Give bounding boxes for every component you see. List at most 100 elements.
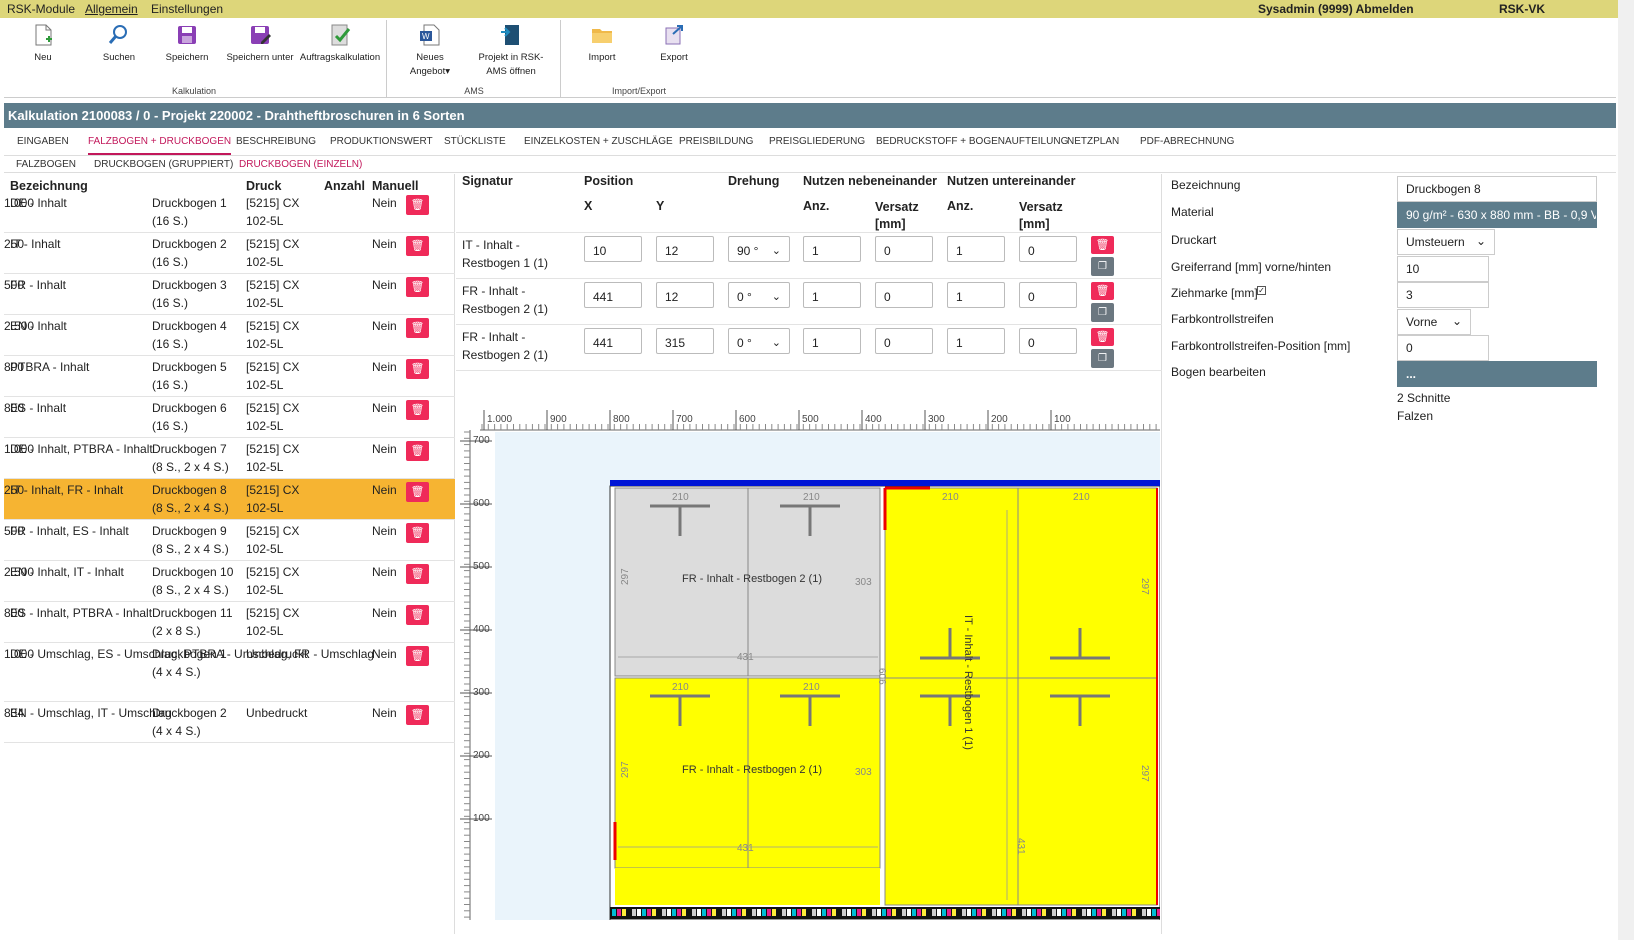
menu-rsk-module[interactable]: RSK-Module (7, 2, 76, 16)
table-row[interactable]: ES - Inhalt, PTBRA - Inhalt Druckbogen 11… (4, 602, 455, 643)
trash-icon[interactable]: 🗑 (406, 236, 429, 256)
tab-beschreibung[interactable]: BESCHREIBUNG (236, 136, 317, 147)
table-row[interactable]: EN - Inhalt, IT - Inhalt Druckbogen 10 (8 … (4, 561, 455, 602)
trash-icon[interactable]: 🗑 (1091, 328, 1114, 346)
tab-pdf-abrechnung[interactable]: PDF-ABRECHNUNG (1140, 136, 1235, 147)
row-bezeichnung: ES - Inhalt (10, 401, 67, 415)
tab-preisbildung[interactable]: PREISBILDUNG (679, 136, 754, 147)
table-row[interactable]: DE - Inhalt, PTBRA - Inhalt Druckbogen 7 (… (4, 438, 455, 479)
ziehmarke-checkbox[interactable]: ✓ (1257, 286, 1266, 295)
chevron-down-icon: ⌄ (771, 245, 781, 257)
scrollbar[interactable] (1618, 0, 1634, 940)
trash-icon[interactable]: 🗑 (406, 523, 429, 543)
tab-netzplan[interactable]: NETZPLAN (1067, 136, 1120, 147)
table-row[interactable]: IT - Inhalt, FR - Inhalt Druckbogen 8 (8 S… (4, 479, 455, 520)
nutzen-unter-anz-input[interactable]: 1 (947, 282, 1005, 308)
nutzen-neben-versatz-input[interactable]: 0 (875, 282, 933, 308)
farbkontrollstreifen-position-input[interactable]: 0 (1397, 335, 1489, 361)
trash-icon[interactable]: 🗑 (406, 318, 429, 338)
bogen-layout-canvas[interactable]: 1.000 900 800 700 600 500 400 300 200 100 700 600 5… (460, 410, 1160, 920)
trash-icon[interactable]: 🗑 (406, 482, 429, 502)
table-row[interactable]: ES - Inhalt Druckbogen 6 (16 S.) [5215] CX 1… (4, 397, 455, 438)
trash-icon[interactable]: 🗑 (406, 359, 429, 379)
subtab-druckbogen-einzeln[interactable]: DRUCKBOGEN (EINZELN) (239, 159, 363, 170)
nutzen-neben-anz-input[interactable]: 1 (803, 236, 861, 262)
nutzen-unter-anz-input[interactable]: 1 (947, 236, 1005, 262)
neues-angebot-button[interactable]: W Neues Angebot▾ (404, 22, 456, 79)
trash-icon[interactable]: 🗑 (406, 400, 429, 420)
table-row[interactable]: DE - Umschlag, ES - Umschlag, PTBRA - Um… (4, 643, 455, 702)
trash-icon[interactable]: 🗑 (406, 441, 429, 461)
nutzen-unter-versatz-input[interactable]: 0 (1019, 282, 1077, 308)
druckart-select[interactable]: Umsteuern ⌄ (1397, 229, 1495, 255)
bezeichnung-input[interactable]: Druckbogen 8 (1397, 176, 1597, 202)
tab-einzelkosten[interactable]: EINZELKOSTEN + ZUSCHLÄGE (524, 136, 673, 147)
trash-icon[interactable]: 🗑 (406, 564, 429, 584)
neu-button[interactable]: Neu (26, 22, 60, 65)
pos-x-input[interactable]: 10 (584, 236, 642, 262)
nutzen-unter-anz-input[interactable]: 1 (947, 328, 1005, 354)
tab-eingaben[interactable]: EINGABEN (17, 136, 69, 147)
drehung-select[interactable]: 90 ° ⌄ (728, 236, 790, 262)
copy-icon[interactable]: ❐ (1091, 257, 1114, 276)
trash-icon[interactable]: 🗑 (406, 705, 429, 725)
nutzen-unter-versatz-input[interactable]: 0 (1019, 236, 1077, 262)
trash-icon[interactable]: 🗑 (1091, 236, 1114, 254)
pos-y-input[interactable]: 315 (656, 328, 714, 354)
menu-einstellungen[interactable]: Einstellungen (151, 2, 224, 16)
suchen-button[interactable]: Suchen (94, 22, 144, 65)
tab-bedruckstoff[interactable]: BEDRUCKSTOFF + BOGENAUFTEILUNG (876, 136, 1069, 147)
copy-icon[interactable]: ❐ (1091, 349, 1114, 368)
tab-preisgliederung[interactable]: PREISGLIEDERUNG (769, 136, 866, 147)
pos-x-input[interactable]: 441 (584, 282, 642, 308)
bogen-bearbeiten-button[interactable]: ... (1397, 361, 1597, 387)
tab-produktionswert[interactable]: PRODUKTIONSWERT (330, 136, 433, 147)
nutzen-neben-versatz-input[interactable]: 0 (875, 236, 933, 262)
speichern-button[interactable]: Speichern (160, 22, 214, 65)
trash-icon[interactable]: 🗑 (1091, 282, 1114, 300)
menu-allgemein[interactable]: Allgemein (85, 2, 138, 16)
nutzen-neben-versatz-input[interactable]: 0 (875, 328, 933, 354)
row-bezeichnung: EN - Inhalt, IT - Inhalt (10, 565, 124, 579)
trash-icon[interactable]: 🗑 (406, 277, 429, 297)
table-row[interactable]: DE - Inhalt Druckbogen 1 (16 S.) [5215] CX 1… (4, 192, 455, 233)
table-row[interactable]: EN - Umschlag, IT - Umschlag Druckbogen 2… (4, 702, 455, 743)
pos-x-input[interactable]: 441 (584, 328, 642, 354)
row-druck: [5215] CX (246, 442, 300, 456)
label-druckart: Druckart (1171, 233, 1217, 247)
pos-y-input[interactable]: 12 (656, 282, 714, 308)
tab-falzbogen-druckbogen[interactable]: FALZBOGEN + DRUCKBOGEN (88, 136, 232, 155)
row-druck: [5215] CX (246, 319, 300, 333)
trash-icon[interactable]: 🗑 (406, 646, 429, 666)
svg-text:297: 297 (620, 568, 631, 585)
pos-y-input[interactable]: 12 (656, 236, 714, 262)
copy-icon[interactable]: ❐ (1091, 303, 1114, 322)
greiferrand-input[interactable]: 10 (1397, 256, 1489, 282)
trash-icon[interactable]: 🗑 (406, 195, 429, 215)
ziehmarke-input[interactable]: 3 (1397, 282, 1489, 308)
drehung-select[interactable]: 0 ° ⌄ (728, 282, 790, 308)
nutzen-neben-anz-input[interactable]: 1 (803, 328, 861, 354)
speichern-unter-button[interactable]: Speichern unter (224, 22, 296, 65)
farbkontrollstreifen-select[interactable]: Vorne ⌄ (1397, 309, 1471, 335)
tab-stueckliste[interactable]: STÜCKLISTE (444, 136, 506, 147)
nutzen-unter-versatz-input[interactable]: 0 (1019, 328, 1077, 354)
table-row[interactable]: FR - Inhalt Druckbogen 3 (16 S.) [5215] CX 1… (4, 274, 455, 315)
trash-icon[interactable]: 🗑 (406, 605, 429, 625)
subtab-falzbogen[interactable]: FALZBOGEN (16, 159, 77, 170)
nutzen-neben-anz-input[interactable]: 1 (803, 282, 861, 308)
row-seiten: (8 S., 2 x 4 S.) (152, 501, 229, 515)
drehung-select[interactable]: 0 ° ⌄ (728, 328, 790, 354)
row-manuell: Nein (372, 606, 397, 620)
table-row[interactable]: PTBRA - Inhalt Druckbogen 5 (16 S.) [5215] … (4, 356, 455, 397)
import-button[interactable]: Import (580, 22, 624, 65)
table-row[interactable]: IT - Inhalt Druckbogen 2 (16 S.) [5215] CX 1… (4, 233, 455, 274)
subtab-druckbogen-gruppiert[interactable]: DRUCKBOGEN (GRUPPIERT) (94, 159, 234, 170)
table-row[interactable]: EN - Inhalt Druckbogen 4 (16 S.) [5215] CX 1… (4, 315, 455, 356)
material-button[interactable]: 90 g/m² - 630 x 880 mm - BB - 0,9 Vo (1397, 202, 1597, 228)
export-button[interactable]: Export (652, 22, 696, 65)
projekt-ams-button[interactable]: Projekt in RSK-AMS öffnen (466, 22, 556, 79)
logout-link[interactable]: Sysadmin (9999) Abmelden (1258, 2, 1414, 16)
auftragskalkulation-button[interactable]: Auftragskalkulation (298, 22, 382, 65)
table-row[interactable]: FR - Inhalt, ES - Inhalt Druckbogen 9 (8 S… (4, 520, 455, 561)
